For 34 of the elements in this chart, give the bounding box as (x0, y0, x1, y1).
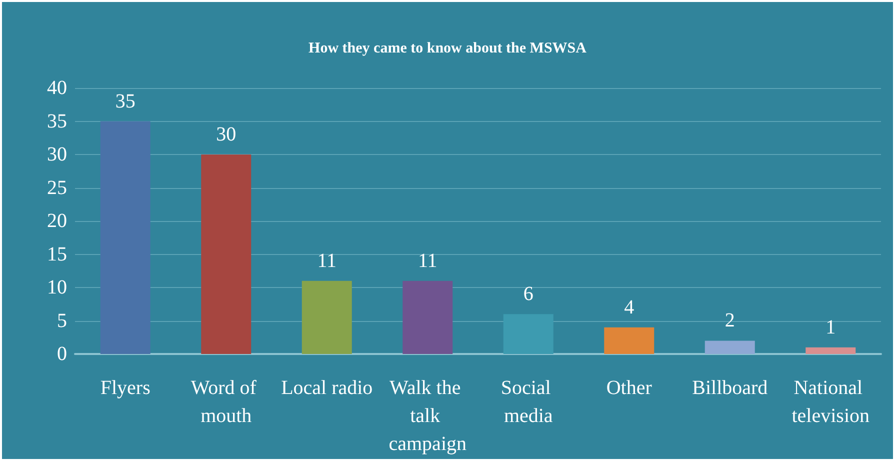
data-label: 11 (317, 250, 337, 272)
bar (201, 154, 252, 354)
bar (503, 314, 554, 354)
x-tick-label: Word of mouth (190, 377, 262, 427)
data-label: 35 (115, 90, 136, 112)
bar (402, 280, 453, 354)
y-tick-label: 35 (47, 110, 67, 132)
y-tick-label: 5 (57, 310, 67, 332)
x-tick-label: Local radio (281, 377, 373, 399)
x-tick-label: Walk the talk campaign (388, 377, 466, 455)
y-tick-label: 40 (47, 77, 67, 99)
y-tick-label: 20 (47, 210, 67, 232)
x-tick-label: Other (606, 377, 652, 399)
bar (604, 327, 654, 354)
data-label: 2 (724, 310, 735, 332)
data-label: 6 (523, 283, 534, 306)
y-tick-label: 0 (57, 343, 67, 365)
chart-title: How they came to know about the MSWSA (308, 40, 587, 56)
x-tick-label: Billboard (692, 377, 768, 399)
data-label: 30 (216, 124, 236, 146)
y-tick-label: 30 (47, 144, 67, 166)
y-tick-label: 15 (47, 243, 67, 266)
data-label: 1 (826, 316, 836, 338)
y-tick-label: 10 (47, 276, 67, 298)
x-tick-label: Social media (500, 377, 556, 427)
x-tick-label: Flyers (100, 377, 151, 399)
data-label: 4 (624, 296, 634, 318)
bar (704, 340, 755, 354)
y-tick-label: 25 (47, 176, 67, 199)
bar (100, 121, 150, 354)
x-tick-label: National television (792, 377, 870, 427)
data-label: 11 (418, 250, 438, 272)
bar (806, 347, 856, 354)
bar (302, 280, 352, 354)
